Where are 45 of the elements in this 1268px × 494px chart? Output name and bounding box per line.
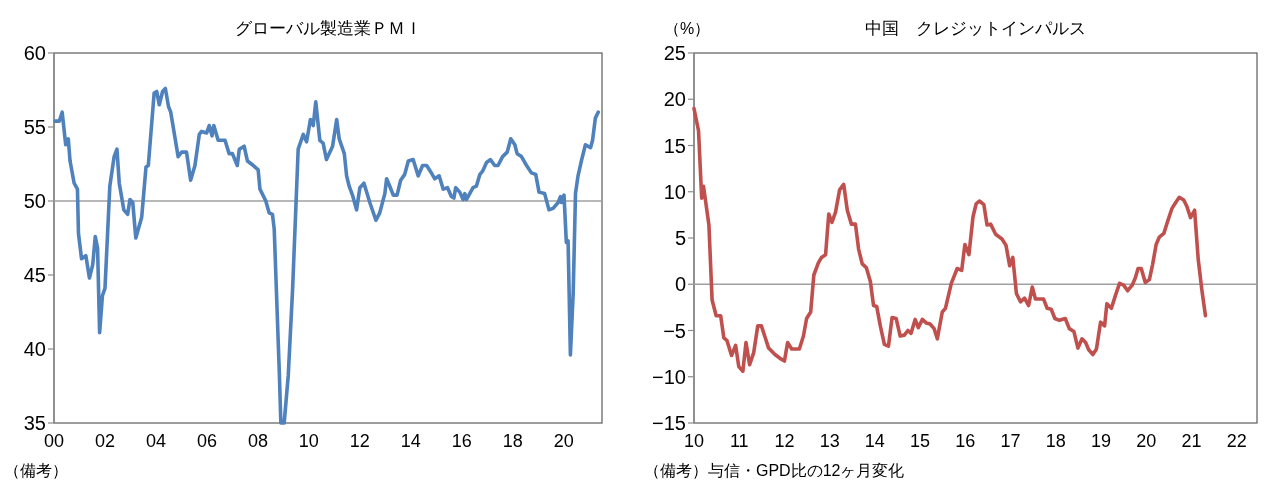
x-tick-label: 08 (247, 431, 268, 451)
y-tick-label: 60 (23, 42, 46, 64)
x-tick-label: 12 (774, 431, 795, 451)
x-tick-label: 17 (1000, 431, 1021, 451)
x-tick-label: 02 (94, 431, 115, 451)
x-tick-label: 04 (145, 431, 166, 451)
x-tick-label: 16 (955, 431, 976, 451)
y-tick-label: 0 (674, 273, 686, 296)
chart-title: 中国 クレジットインパルス (865, 19, 1086, 38)
y-tick-label: 20 (663, 88, 686, 111)
text: （備考） (4, 462, 68, 479)
line-series (692, 106, 1208, 373)
x-tick-label: 21 (1181, 431, 1202, 451)
x-tick-label: 15 (910, 431, 931, 451)
y-tick-label: 40 (23, 338, 46, 360)
y-tick-label: 5 (674, 227, 686, 249)
x-tick-label: 20 (1136, 431, 1157, 451)
y-tick-label: 55 (23, 116, 46, 138)
text: （備考）与信・GPD比の12ヶ月変化 (644, 462, 905, 479)
line-series (53, 86, 600, 425)
y-tick-label: 45 (23, 264, 46, 286)
y-tick-label: −10 (652, 365, 686, 388)
x-tick-label: 14 (400, 431, 421, 451)
y-tick-label: 50 (23, 190, 46, 212)
x-tick-label: 20 (553, 431, 574, 451)
x-tick-label: 16 (451, 431, 472, 451)
y-tick-label: 35 (23, 412, 46, 434)
x-tick-label: 10 (298, 431, 319, 451)
y-tick-label: −5 (663, 319, 686, 342)
x-tick-label: 19 (1090, 431, 1111, 451)
y-tick-label: 15 (663, 134, 686, 157)
x-tick-label: 18 (1045, 431, 1066, 451)
y-tick-label: 10 (663, 180, 686, 203)
y-axis-title: （%） (664, 20, 711, 37)
x-tick-label: 12 (349, 431, 370, 451)
x-tick-label: 06 (196, 431, 217, 451)
x-tick-label: 14 (864, 431, 885, 451)
chart-title: グローバル製造業ＰＭＩ (234, 19, 422, 38)
y-tick-label: 25 (663, 42, 686, 64)
y-tick-label: −15 (652, 412, 686, 434)
x-tick-label: 11 (729, 431, 749, 451)
x-tick-label: 22 (1226, 431, 1247, 451)
x-tick-label: 18 (502, 431, 523, 451)
x-tick-label: 00 (43, 431, 65, 451)
x-tick-label: 13 (819, 431, 840, 451)
